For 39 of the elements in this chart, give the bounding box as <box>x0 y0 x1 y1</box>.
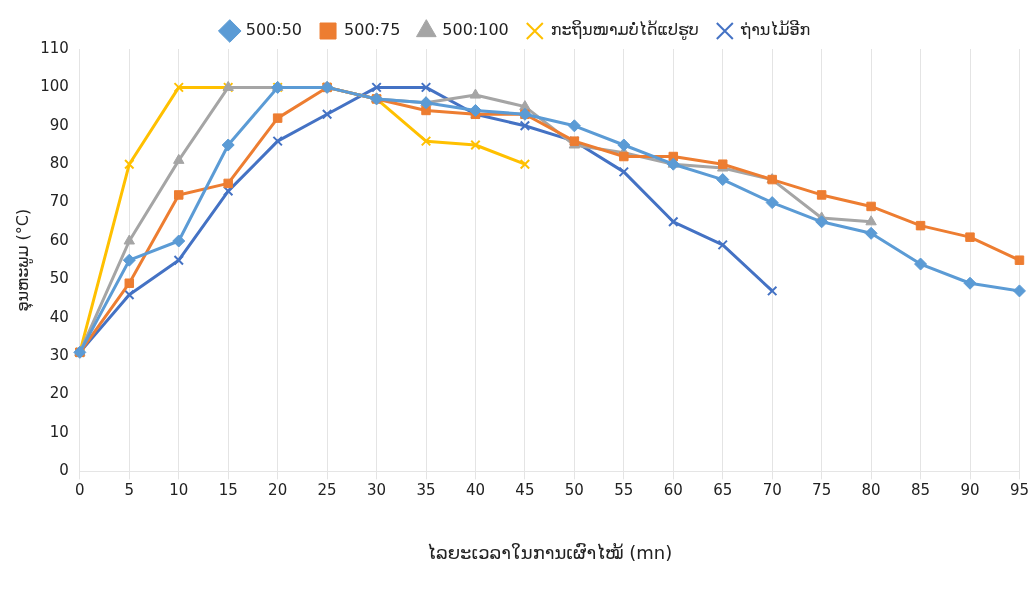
y-tick-label: 70 <box>49 192 69 211</box>
x-tick-label: 30 <box>367 481 387 500</box>
x-tick-label: 70 <box>762 481 782 500</box>
x-tick-label: 80 <box>861 481 881 500</box>
y-tick-label: 50 <box>49 269 69 288</box>
x-tick-label: 75 <box>812 481 832 500</box>
y-tick-label: 60 <box>49 230 69 249</box>
y-tick-label: 90 <box>49 115 69 134</box>
x-axis-title: ໄລຍະເວລາໃນການເຜົາໄໝ້ (mn) <box>427 541 673 563</box>
x-tick-label: 25 <box>317 481 337 500</box>
x-tick-label: 45 <box>515 481 535 500</box>
legend-label: 500:75 <box>344 20 401 40</box>
x-tick-label: 55 <box>614 481 634 500</box>
x-tick-label: 35 <box>416 481 436 500</box>
y-tick-label: 10 <box>49 422 69 441</box>
legend-label: ຖ່ານໄມ້ອີກ <box>739 20 811 40</box>
y-tick-label: 80 <box>49 154 69 173</box>
y-tick-label: 40 <box>49 307 69 326</box>
x-tick-label: 0 <box>75 481 85 500</box>
legend-label: ກະຖິນໜາມບໍ່ໄດ້ແປຮູບ <box>550 20 699 41</box>
x-tick-label: 50 <box>564 481 584 500</box>
x-tick-label: 95 <box>1009 481 1029 500</box>
x-tick-label: 5 <box>124 481 135 500</box>
y-axis-title: ອຸນຫະພູມ (°C) <box>12 208 34 312</box>
legend-label: 500:100 <box>442 20 509 40</box>
legend-label: 500:50 <box>245 20 303 40</box>
y-tick-label: 20 <box>49 384 69 403</box>
x-tick-label: 65 <box>713 481 733 500</box>
y-tick-label: 100 <box>40 77 69 96</box>
y-tick-label: 30 <box>49 346 69 365</box>
y-tick-label: 110 <box>40 38 69 57</box>
x-tick-label: 15 <box>218 481 238 500</box>
y-tick-label: 0 <box>59 461 69 480</box>
x-tick-label: 85 <box>911 481 931 500</box>
x-tick-label: 40 <box>465 481 486 500</box>
x-tick-label: 90 <box>960 481 980 500</box>
x-tick-label: 10 <box>169 481 189 500</box>
x-tick-label: 60 <box>663 481 683 500</box>
x-tick-label: 20 <box>268 481 288 500</box>
